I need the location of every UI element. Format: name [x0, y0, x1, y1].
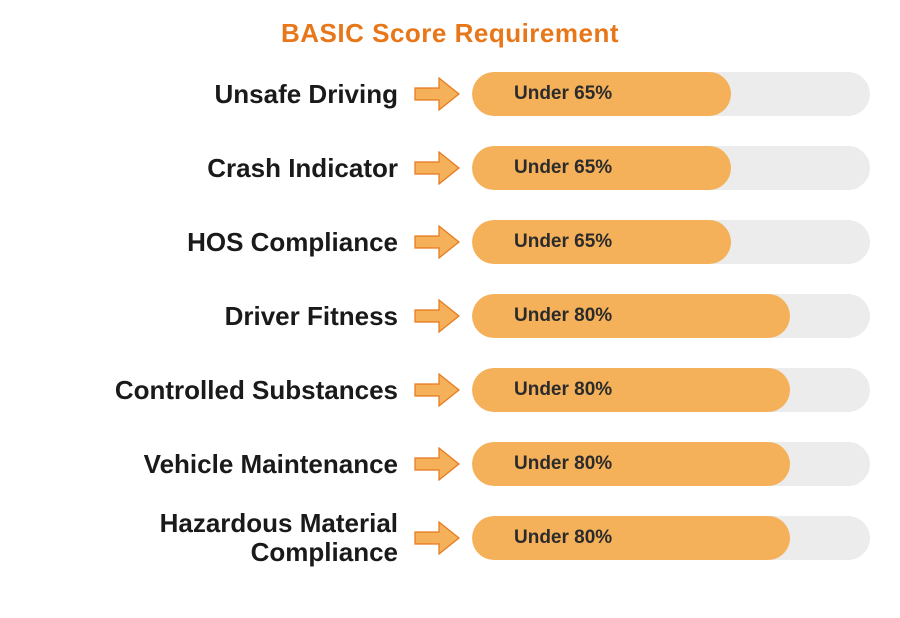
threshold-text: Under 80%	[514, 527, 612, 549]
arrow-right-icon	[410, 294, 464, 338]
arrow-right-icon	[410, 442, 464, 486]
row-label: Unsafe Driving	[20, 80, 410, 109]
threshold-bar-fill: Under 80%	[472, 442, 790, 486]
score-row: Controlled Substances Under 80%	[20, 365, 870, 415]
threshold-bar: Under 80%	[472, 516, 870, 560]
threshold-bar: Under 65%	[472, 146, 870, 190]
row-label: Driver Fitness	[20, 302, 410, 331]
threshold-bar: Under 65%	[472, 220, 870, 264]
threshold-bar: Under 80%	[472, 442, 870, 486]
threshold-bar-fill: Under 65%	[472, 220, 731, 264]
arrow-right-icon	[410, 516, 464, 560]
threshold-text: Under 65%	[514, 157, 612, 179]
threshold-bar-fill: Under 80%	[472, 368, 790, 412]
score-row: Vehicle Maintenance Under 80%	[20, 439, 870, 489]
score-row: HOS Compliance Under 65%	[20, 217, 870, 267]
threshold-text: Under 80%	[514, 453, 612, 475]
threshold-bar-fill: Under 65%	[472, 146, 731, 190]
arrow-right-icon	[410, 146, 464, 190]
threshold-bar-fill: Under 65%	[472, 72, 731, 116]
arrow-right-icon	[410, 368, 464, 412]
score-row: Crash Indicator Under 65%	[20, 143, 870, 193]
score-row: Driver Fitness Under 80%	[20, 291, 870, 341]
threshold-bar: Under 65%	[472, 72, 870, 116]
arrow-right-icon	[410, 220, 464, 264]
row-label: Vehicle Maintenance	[20, 450, 410, 479]
rows-container: Unsafe Driving Under 65% Crash Indicator Un…	[0, 69, 900, 563]
row-label: Hazardous Material Compliance	[20, 509, 410, 566]
threshold-bar-fill: Under 80%	[472, 294, 790, 338]
threshold-text: Under 80%	[514, 305, 612, 327]
row-label: HOS Compliance	[20, 228, 410, 257]
row-label: Crash Indicator	[20, 154, 410, 183]
threshold-bar-fill: Under 80%	[472, 516, 790, 560]
row-label: Controlled Substances	[20, 376, 410, 405]
threshold-bar: Under 80%	[472, 368, 870, 412]
threshold-text: Under 80%	[514, 379, 612, 401]
score-row: Unsafe Driving Under 65%	[20, 69, 870, 119]
chart-title: BASIC Score Requirement	[0, 18, 900, 49]
threshold-bar: Under 80%	[472, 294, 870, 338]
score-row: Hazardous Material ComplianceUnder 80%	[20, 513, 870, 563]
arrow-right-icon	[410, 72, 464, 116]
threshold-text: Under 65%	[514, 231, 612, 253]
threshold-text: Under 65%	[514, 83, 612, 105]
